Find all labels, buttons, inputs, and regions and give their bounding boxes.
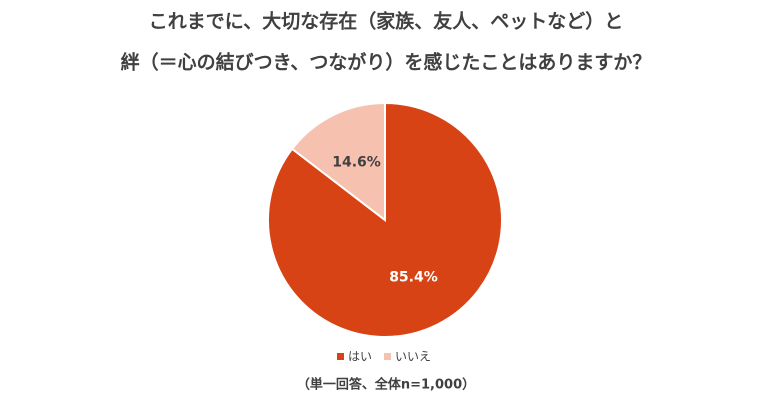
note: （単一回答、全体n=1,000）: [297, 377, 475, 393]
chart-title: 絆（＝心の結びつき、つながり）を感じたことはありますか？: [121, 51, 652, 74]
legend-label: いいえ: [395, 350, 431, 364]
data-label: 85.4%: [389, 270, 438, 286]
data-label: 14.6%: [332, 154, 381, 170]
pie-slice: [290, 101, 386, 223]
legend-swatch: [384, 353, 392, 360]
chart-title: これまでに、大切な存在（家族、友人、ペットなど）と: [149, 10, 623, 33]
legend-label: はい: [348, 350, 372, 364]
legend-swatch: [337, 353, 344, 360]
